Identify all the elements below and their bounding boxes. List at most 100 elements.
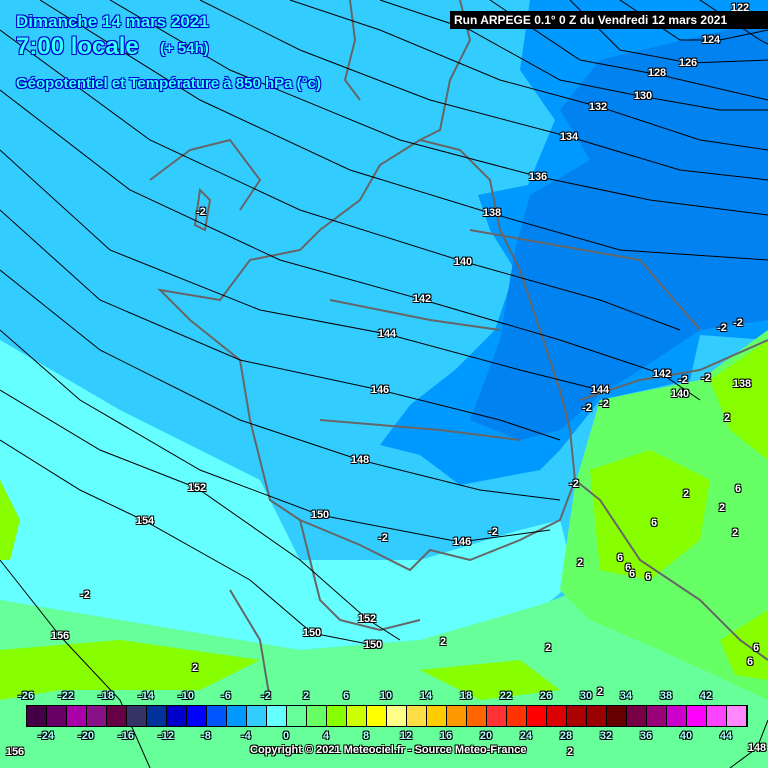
temperature-label: -2 [582, 402, 592, 414]
copyright-notice: Copyright © 2021 Meteociel.fr - Source M… [250, 744, 527, 756]
geopotential-label: 136 [528, 171, 548, 183]
legend-swatch [87, 706, 107, 726]
legend-swatch [287, 706, 307, 726]
legend-swatch [187, 706, 207, 726]
geopotential-label: 150 [302, 627, 322, 639]
forecast-time: 7:00 locale [16, 33, 139, 60]
geopotential-label: 152 [187, 482, 207, 494]
temperature-label: 2 [723, 412, 731, 424]
legend-label-top: -10 [178, 690, 194, 702]
legend-label-top: 6 [342, 690, 350, 702]
legend-label-bottom: 16 [439, 730, 453, 742]
forecast-lead-time: (+ 54h) [160, 40, 209, 57]
model-run-banner: Run ARPEGE 0.1° 0 Z du Vendredi 12 mars … [450, 11, 768, 29]
geopotential-label: 152 [357, 613, 377, 625]
temperature-label: -2 [701, 372, 711, 384]
legend-swatch [207, 706, 227, 726]
legend-label-bottom: 0 [282, 730, 290, 742]
temperature-label: 2 [191, 662, 199, 674]
geopotential-label: 138 [732, 378, 752, 390]
temperature-label: 6 [624, 562, 632, 574]
legend-swatch [67, 706, 87, 726]
cyan-zone [0, 340, 575, 650]
legend-label-top: 18 [459, 690, 473, 702]
geopotential-label: 140 [453, 256, 473, 268]
legend-swatch [467, 706, 487, 726]
legend-label-top: 2 [302, 690, 310, 702]
legend-swatch [27, 706, 47, 726]
temperature-label: 2 [566, 746, 574, 758]
geopotential-label: 126 [678, 57, 698, 69]
legend-label-top: -6 [221, 690, 231, 702]
legend-label-bottom: -20 [78, 730, 94, 742]
temperature-label: 2 [682, 488, 690, 500]
legend-label-top: 26 [539, 690, 553, 702]
legend-swatch [647, 706, 667, 726]
legend-label-bottom: 4 [322, 730, 330, 742]
legend-label-bottom: 40 [679, 730, 693, 742]
legend-label-top: -22 [58, 690, 74, 702]
legend-swatch [47, 706, 67, 726]
geopotential-label: 142 [412, 293, 432, 305]
temperature-label: 6 [734, 483, 742, 495]
legend-swatch [727, 706, 747, 726]
legend-label-bottom: -16 [118, 730, 134, 742]
legend-swatch [547, 706, 567, 726]
legend-swatch [427, 706, 447, 726]
legend-label-bottom: 20 [479, 730, 493, 742]
legend-swatch [327, 706, 347, 726]
legend-label-bottom: 44 [719, 730, 733, 742]
legend-label-top: 42 [699, 690, 713, 702]
temperature-label: -2 [678, 374, 688, 386]
legend-label-bottom: -8 [201, 730, 211, 742]
geopotential-label: 134 [559, 131, 579, 143]
temperature-label: 6 [746, 656, 754, 668]
legend-label-top: 14 [419, 690, 433, 702]
legend-swatch [147, 706, 167, 726]
temperature-label: 2 [596, 686, 604, 698]
legend-label-bottom: 8 [362, 730, 370, 742]
geopotential-label: 156 [50, 630, 70, 642]
geopotential-label: 142 [652, 368, 672, 380]
geopotential-label: 148 [747, 742, 767, 754]
legend-swatch [167, 706, 187, 726]
temperature-label: 6 [752, 642, 760, 654]
geopotential-label: 150 [310, 509, 330, 521]
legend-swatch [487, 706, 507, 726]
legend-swatch [367, 706, 387, 726]
geopotential-label: 122 [730, 2, 750, 14]
legend-label-bottom: 12 [399, 730, 413, 742]
legend-label-top: 22 [499, 690, 513, 702]
temperature-label: -2 [569, 478, 579, 490]
legend-label-top: -14 [138, 690, 154, 702]
legend-swatch [507, 706, 527, 726]
geopotential-label: 156 [5, 746, 25, 758]
geopotential-label: 124 [701, 34, 721, 46]
temperature-label: -2 [733, 317, 743, 329]
temperature-label: -2 [196, 206, 206, 218]
lime-zone-south [0, 480, 560, 700]
geopotential-label: 128 [647, 67, 667, 79]
temperature-label: -2 [717, 322, 727, 334]
legend-swatch [607, 706, 627, 726]
legend-swatch [527, 706, 547, 726]
legend-swatch [107, 706, 127, 726]
legend-swatch [447, 706, 467, 726]
legend-swatch [667, 706, 687, 726]
legend-label-bottom: -24 [38, 730, 54, 742]
legend-swatch [387, 706, 407, 726]
parameter-title: Géopotentiel et Température à 850 hPa (°… [16, 75, 321, 92]
legend-swatch [587, 706, 607, 726]
geopotential-label: 144 [590, 384, 610, 396]
geopotential-label: 150 [363, 639, 383, 651]
temperature-label: 6 [616, 552, 624, 564]
geopotential-label: 132 [588, 101, 608, 113]
legend-swatch [127, 706, 147, 726]
legend-label-bottom: 24 [519, 730, 533, 742]
temperature-label: -2 [378, 532, 388, 544]
geopotential-label: 154 [135, 515, 155, 527]
legend-label-top: 34 [619, 690, 633, 702]
temperature-label: 2 [544, 642, 552, 654]
temperature-label: -2 [599, 398, 609, 410]
